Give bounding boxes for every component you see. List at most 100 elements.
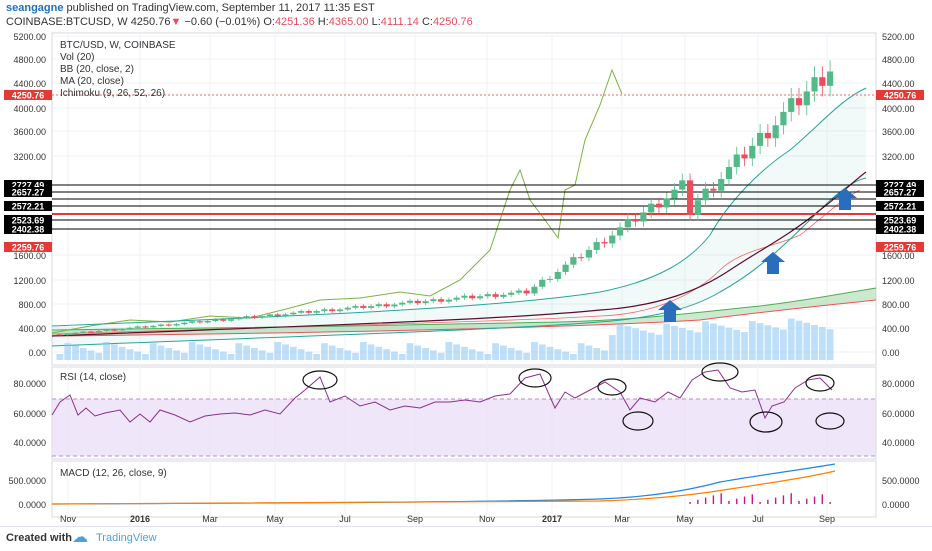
footer: Created with ☁ TradingView bbox=[0, 526, 932, 551]
candle-body bbox=[336, 309, 344, 312]
candle-body bbox=[64, 333, 71, 336]
volume-bar bbox=[391, 351, 398, 360]
candle-body bbox=[72, 332, 79, 334]
price-axis-label-left: 1600.00 bbox=[13, 251, 46, 261]
candle-body bbox=[601, 242, 608, 244]
price-axis-label-left: 1200.00 bbox=[13, 276, 46, 286]
volume-bar bbox=[437, 352, 445, 360]
candle-body bbox=[375, 304, 382, 307]
last-price: 4250.76 bbox=[130, 16, 171, 28]
price-tag bbox=[876, 242, 924, 252]
candle-body bbox=[733, 154, 740, 167]
up-arrow-icon bbox=[658, 300, 682, 322]
bb-fill bbox=[52, 88, 866, 346]
volume-bar bbox=[251, 348, 258, 360]
macd-hist-bar bbox=[821, 494, 824, 504]
candle-body bbox=[383, 304, 390, 307]
candle-body bbox=[523, 290, 530, 294]
price-axis-label-left: 5200.00 bbox=[13, 32, 46, 42]
macd-hist-bar bbox=[704, 497, 707, 504]
candle-body bbox=[679, 180, 686, 190]
volume-bar bbox=[313, 354, 321, 360]
volume-bar bbox=[274, 342, 282, 360]
candle-body bbox=[95, 330, 102, 333]
candle-body bbox=[142, 326, 149, 328]
rsi-line bbox=[51, 369, 833, 423]
volume-bar bbox=[359, 342, 367, 360]
ohlc-line: COINBASE:BTCUSD, W 4250.76▼ −0.60 (−0.01… bbox=[6, 16, 473, 28]
volume-bar bbox=[445, 342, 453, 360]
candle-body bbox=[297, 311, 305, 313]
macd-hist-bar bbox=[736, 498, 738, 504]
macd-hist-bar bbox=[689, 502, 691, 504]
price-tag bbox=[4, 242, 52, 252]
price-axis-label-left: 4800.00 bbox=[13, 55, 46, 65]
volume-bar bbox=[468, 349, 476, 360]
macd-hist-bar bbox=[697, 499, 699, 504]
volume-bar bbox=[756, 323, 764, 360]
volume-bar bbox=[531, 342, 538, 360]
candle-body bbox=[741, 154, 748, 159]
price-legend-item: BB (20, close, 2) bbox=[60, 64, 134, 75]
volume-bar bbox=[546, 346, 554, 360]
volume-bar bbox=[577, 343, 585, 360]
volume-bar bbox=[258, 350, 266, 360]
macd-axis-label-right: 0.0000 bbox=[882, 500, 910, 510]
volume-bar bbox=[266, 352, 274, 360]
volume-bar bbox=[748, 320, 756, 360]
level-tag-text: 2657.27 bbox=[884, 188, 917, 198]
volume-bar bbox=[103, 342, 110, 360]
volume-bar bbox=[538, 344, 546, 360]
volume-bar bbox=[663, 323, 671, 360]
candle-body bbox=[414, 300, 421, 304]
candle-body bbox=[515, 290, 522, 293]
level-tag-text: 2523.69 bbox=[884, 216, 917, 226]
level-tag bbox=[4, 201, 52, 211]
candle-body bbox=[165, 324, 172, 326]
time-axis-label: Jul bbox=[339, 514, 351, 524]
volume-bar bbox=[523, 352, 531, 360]
volume-bar bbox=[352, 352, 359, 360]
level-tag bbox=[4, 180, 52, 190]
level-tag-text: 2572.21 bbox=[12, 202, 45, 212]
chart-header: seangagne published on TradingView.com, … bbox=[0, 0, 932, 30]
volume-bar bbox=[422, 348, 429, 360]
candles bbox=[56, 60, 834, 336]
candle-body bbox=[725, 166, 733, 180]
macd-hist-bar bbox=[743, 496, 746, 504]
macd-hist-bar bbox=[806, 498, 808, 504]
volume-bar bbox=[632, 328, 639, 360]
high-value: 4365.00 bbox=[328, 16, 369, 28]
close-label: C: bbox=[421, 16, 433, 28]
candle-body bbox=[624, 218, 631, 228]
level-tag bbox=[876, 201, 924, 211]
candle-body bbox=[648, 203, 655, 213]
volume-bar bbox=[367, 344, 375, 360]
candle-body bbox=[749, 145, 756, 159]
rsi-axis-label-right: 40.0000 bbox=[882, 438, 915, 448]
volume-bar bbox=[780, 329, 787, 360]
macd-panel bbox=[51, 460, 877, 518]
candle-body bbox=[220, 319, 227, 321]
volume-bar bbox=[142, 354, 149, 360]
candle-body bbox=[391, 304, 398, 307]
macd-hist-bar bbox=[798, 500, 800, 504]
price-axis-label-left: 4400.00 bbox=[13, 79, 46, 89]
price-legend-item: BTC/USD, W, COINBASE bbox=[60, 40, 176, 51]
candle-body bbox=[788, 98, 795, 112]
candle-body bbox=[710, 188, 717, 191]
tradingview-cloud-icon: ☁ bbox=[72, 529, 88, 546]
price-axis-label-right: 0.00 bbox=[882, 348, 900, 358]
candle-body bbox=[243, 316, 250, 318]
tradingview-brand[interactable]: TradingView bbox=[96, 532, 157, 544]
time-axis-label: Nov bbox=[60, 514, 77, 524]
chart-canvas[interactable]: 5200.00 5200.00 4800.00 4800.00 4400.00 4400.… bbox=[0, 30, 932, 526]
author-link[interactable]: seangagne bbox=[6, 2, 64, 14]
price-legend-item: Ichimoku (9, 26, 52, 26) bbox=[60, 88, 165, 99]
candle-body bbox=[757, 132, 764, 146]
candle-body bbox=[212, 319, 219, 321]
rsi-axis-label-left: 60.0000 bbox=[13, 409, 46, 419]
volume-bar bbox=[235, 343, 243, 360]
macd-hist-bar bbox=[782, 495, 785, 504]
volume-bar bbox=[515, 350, 523, 360]
